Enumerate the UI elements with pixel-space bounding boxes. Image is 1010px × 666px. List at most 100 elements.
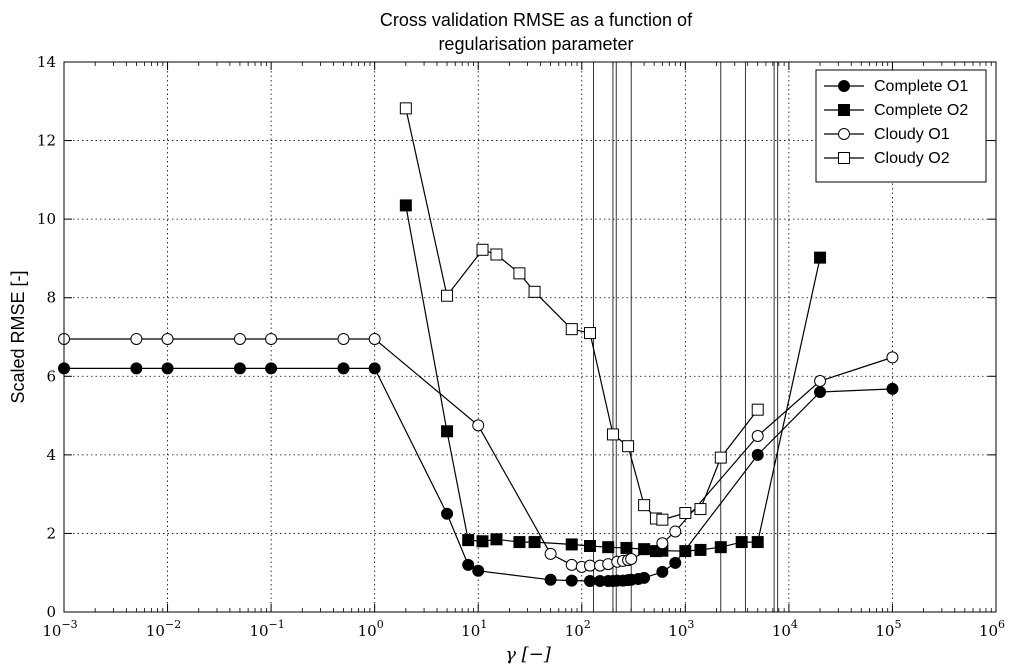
data-point [656,565,669,578]
data-point [656,537,669,550]
data-point [368,362,381,375]
data-point [669,556,682,569]
y-tick-label: 12 [37,132,56,150]
data-point [233,362,246,375]
data-point [638,571,651,584]
series-layer [58,102,899,587]
legend-marker [838,104,850,116]
data-point [814,251,827,264]
data-point [441,289,454,302]
data-point [751,430,764,442]
data-point [714,541,727,554]
data-point [476,535,489,548]
x-tick-label: 102 [565,618,591,640]
data-point [528,285,541,298]
data-point [583,327,596,340]
x-tick-label: 10−1 [249,618,284,640]
data-point [462,558,475,571]
legend-label: Cloudy O2 [874,150,950,167]
data-point [583,574,596,587]
plot-frame [63,61,997,613]
data-point [622,440,635,453]
data-point [751,536,764,549]
legend-marker [838,80,850,92]
data-point [528,536,541,549]
data-point [544,547,557,560]
x-tick-label: 103 [668,618,694,640]
y-tick-label: 10 [37,210,56,228]
x-tick-label: 10−3 [42,618,77,640]
x-axis-label: γ [−] [505,644,552,665]
data-point [751,403,764,416]
data-point [513,267,526,280]
legend: Complete O1 Complete O2 Cloudy O1 Cloudy O2 [815,69,987,183]
data-point [669,525,682,538]
y-axis-label: Scaled RMSE [-] [8,270,28,403]
data-point [130,332,143,345]
data-point [161,362,174,375]
y-tick-label: 8 [46,289,56,307]
x-tick-label: 106 [979,618,1005,640]
data-point [694,543,707,556]
chart-title-line-2: regularisation parameter [438,34,633,54]
x-tick-labels: 10−3 10−2 10−1 100 101 102 103 104 105 106 [42,618,1005,640]
data-point [656,513,669,526]
data-point [814,386,827,398]
data-point [694,503,707,516]
y-tick-labels: 0 2 4 6 8 10 12 14 [37,53,56,621]
y-tick-label: 14 [37,53,56,71]
data-point [814,375,827,387]
data-point [565,538,578,551]
data-point [462,534,475,547]
data-point [265,362,278,375]
data-point [233,332,246,345]
data-point [513,536,526,549]
data-point [472,419,485,432]
data-point [583,540,596,552]
data-point [337,362,350,375]
data-point [399,102,412,115]
data-point [490,533,503,546]
data-point [399,199,412,212]
data-point [265,332,278,345]
series-cloudy-o2 [399,102,764,526]
series-complete-o2 [399,199,827,558]
series-complete-o1 [58,362,899,587]
x-tick-label: 100 [358,618,384,640]
legend-marker [838,128,850,140]
data-point [638,499,651,512]
data-point [368,332,381,345]
data-point [130,362,143,375]
data-point [476,243,489,256]
legend-label: Complete O2 [874,102,968,119]
data-point [565,558,578,571]
x-tick-label: 105 [875,618,901,640]
x-tick-label: 104 [772,618,798,640]
series-cloudy-o1 [58,332,899,573]
chart-title-line-1: Cross validation RMSE as a function of [380,10,693,30]
data-point [337,332,350,345]
y-tick-label: 2 [46,524,56,542]
data-point [714,451,727,464]
data-point [620,541,633,554]
data-point [161,332,174,345]
data-point [625,552,638,565]
data-point [583,559,596,572]
y-tick-label: 4 [46,446,56,464]
x-tick-label: 10−2 [146,618,181,640]
y-tick-label: 0 [46,603,56,621]
data-point [886,351,899,364]
legend-marker [838,152,850,164]
data-point [751,448,764,461]
data-point [441,425,454,438]
legend-label: Cloudy O1 [874,126,950,143]
legend-label: Complete O1 [874,78,968,95]
data-point [565,323,578,336]
chart-title: Cross validation RMSE as a function of r… [380,10,693,54]
data-point [472,564,485,577]
data-point [606,428,619,441]
x-tick-label: 101 [461,618,487,640]
data-point [679,507,692,519]
data-point [544,573,557,586]
